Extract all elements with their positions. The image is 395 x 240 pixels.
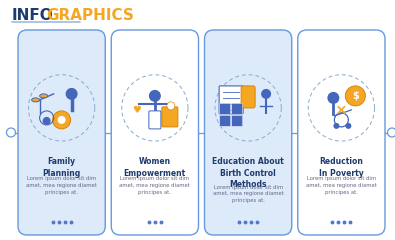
FancyBboxPatch shape xyxy=(298,30,385,235)
FancyBboxPatch shape xyxy=(241,86,255,108)
Circle shape xyxy=(167,102,175,110)
FancyBboxPatch shape xyxy=(220,115,231,126)
Text: Women
Empowerment: Women Empowerment xyxy=(124,157,186,178)
FancyBboxPatch shape xyxy=(18,30,105,235)
FancyBboxPatch shape xyxy=(111,30,199,235)
Text: Family
Planning: Family Planning xyxy=(43,157,81,178)
Circle shape xyxy=(6,128,15,137)
Circle shape xyxy=(345,123,352,129)
FancyBboxPatch shape xyxy=(149,111,161,129)
FancyBboxPatch shape xyxy=(231,103,243,114)
Text: ♥: ♥ xyxy=(132,105,141,115)
Text: Lorem ipsum dolor sit dim
amet, mea regione diamet
principes at.: Lorem ipsum dolor sit dim amet, mea regi… xyxy=(26,176,97,195)
Ellipse shape xyxy=(40,94,48,98)
Circle shape xyxy=(333,123,339,129)
Circle shape xyxy=(53,111,71,129)
Circle shape xyxy=(345,86,365,106)
Text: Education About
Birth Control
Methods: Education About Birth Control Methods xyxy=(212,157,284,189)
Text: Reduction
In Poverty: Reduction In Poverty xyxy=(319,157,364,178)
Circle shape xyxy=(261,89,271,99)
FancyBboxPatch shape xyxy=(162,107,178,127)
FancyBboxPatch shape xyxy=(205,30,292,235)
Circle shape xyxy=(66,88,78,100)
FancyBboxPatch shape xyxy=(231,115,243,126)
Text: $: $ xyxy=(352,91,359,101)
Circle shape xyxy=(149,90,161,102)
Circle shape xyxy=(387,128,395,137)
Text: Lorem ipsum dolor sit dim
amet, mea regione diamet
principes at.: Lorem ipsum dolor sit dim amet, mea regi… xyxy=(119,176,190,195)
Text: INFO: INFO xyxy=(12,8,54,23)
Text: GRAPHICS: GRAPHICS xyxy=(46,8,134,23)
Circle shape xyxy=(43,117,51,125)
Text: Lorem ipsum dolor sit dim
amet, mea regione diamet
principes at.: Lorem ipsum dolor sit dim amet, mea regi… xyxy=(213,185,284,203)
FancyBboxPatch shape xyxy=(220,103,231,114)
Ellipse shape xyxy=(32,98,40,102)
FancyBboxPatch shape xyxy=(219,86,243,114)
Circle shape xyxy=(327,92,339,104)
Text: Lorem ipsum dolor sit dim
amet, mea regione diamet
principes at.: Lorem ipsum dolor sit dim amet, mea regi… xyxy=(306,176,377,195)
Circle shape xyxy=(58,116,66,124)
